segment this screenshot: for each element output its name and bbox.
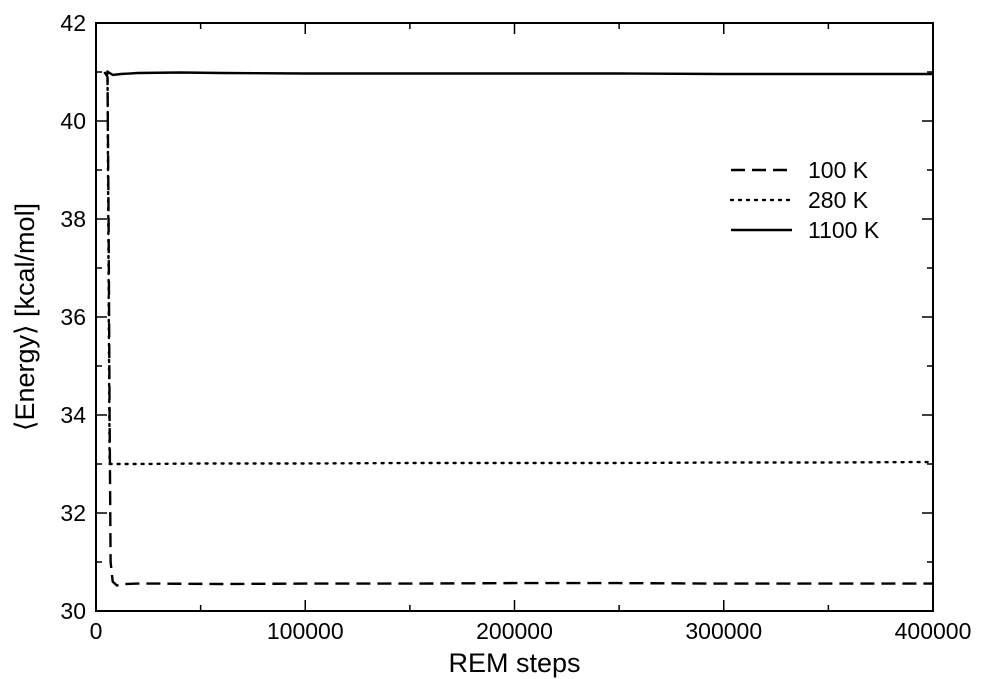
x-tick-label: 300000 xyxy=(685,618,762,644)
y-tick-label: 34 xyxy=(60,402,86,428)
series-layer xyxy=(103,69,935,587)
series-line-100-k xyxy=(103,71,933,587)
x-tick-label: 400000 xyxy=(895,618,972,644)
ticks-layer xyxy=(95,22,934,612)
y-tick-label: 32 xyxy=(60,500,86,526)
y-tick-label: 30 xyxy=(60,598,86,624)
plot-frame xyxy=(95,22,934,612)
x-tick-label: 200000 xyxy=(476,618,553,644)
x-axis-title: REM steps xyxy=(448,648,580,678)
x-tick-label: 0 xyxy=(90,618,103,644)
x-tick-label: 100000 xyxy=(267,618,344,644)
series-line-1100-k xyxy=(105,69,933,77)
legend-label: 1100 K xyxy=(808,217,880,243)
y-axis-title: ⟨Energy⟩ [kcal/mol] xyxy=(10,203,40,431)
series-line-280-k xyxy=(106,70,935,466)
legend-label: 100 K xyxy=(808,157,869,183)
y-tick-label: 42 xyxy=(60,10,86,36)
legend-label: 280 K xyxy=(808,187,869,213)
y-tick-label: 36 xyxy=(60,304,86,330)
y-tick-label: 40 xyxy=(60,108,86,134)
tick-labels: 0 100000 200000 300000 400000 30 32 34 36 38 40 42 xyxy=(60,10,971,644)
legend: 100 K 280 K 1100 K xyxy=(729,157,880,243)
y-tick-label: 38 xyxy=(60,206,86,232)
